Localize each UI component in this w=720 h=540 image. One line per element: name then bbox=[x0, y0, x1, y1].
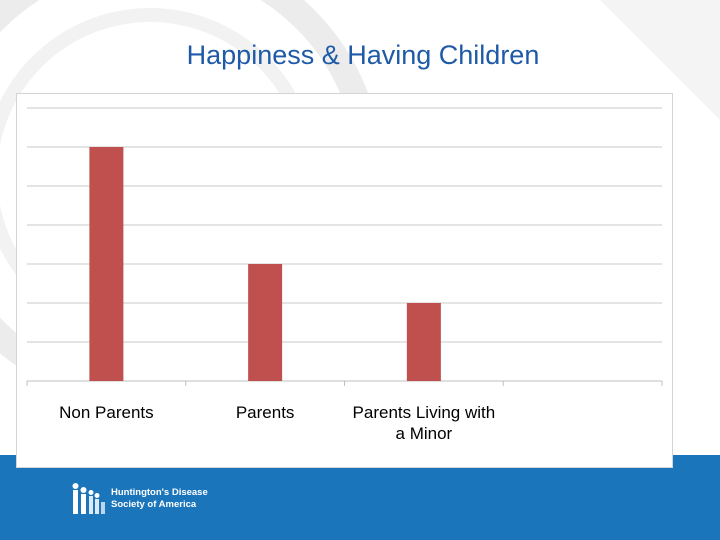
x-tick-label: Parents bbox=[236, 403, 295, 422]
x-tick-label: Non Parents bbox=[59, 403, 154, 422]
bar-chart: Non Parents Parents Parents Living with a M… bbox=[26, 107, 663, 443]
page-title: Happiness & Having Children bbox=[186, 40, 540, 70]
bar bbox=[89, 147, 124, 381]
logo-line-2: Society of America bbox=[111, 499, 197, 510]
bar bbox=[406, 303, 441, 381]
logo: Huntington's Disease Society of America bbox=[72, 482, 208, 516]
bar bbox=[248, 264, 283, 381]
footer-band bbox=[0, 455, 720, 540]
hdsa-logo-icon bbox=[72, 483, 105, 514]
logo-line-1: Huntington's Disease bbox=[111, 487, 208, 498]
x-tick-label: Parents Living with a Minor bbox=[353, 403, 496, 443]
chart-container: Non Parents Parents Parents Living with a M… bbox=[16, 93, 673, 468]
